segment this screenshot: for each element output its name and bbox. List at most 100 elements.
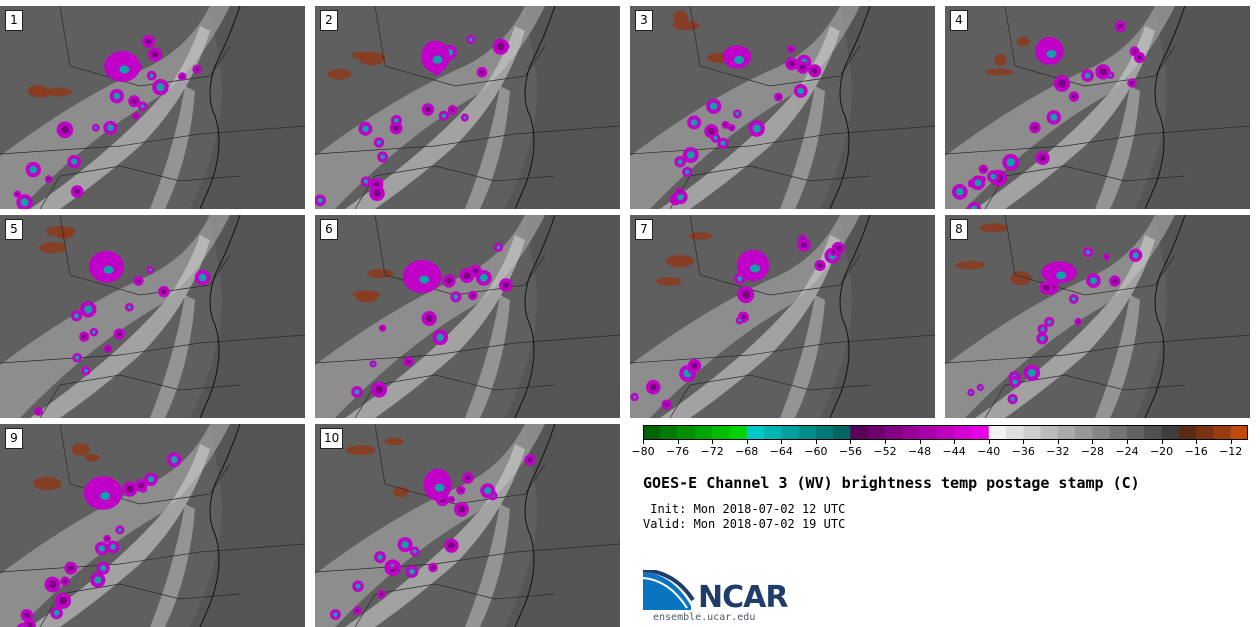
warm-patch xyxy=(1010,271,1032,286)
cell-core xyxy=(470,293,475,298)
member-panel-1: 1 xyxy=(0,6,305,209)
colorbar-bin xyxy=(694,425,713,440)
moisture-band xyxy=(945,6,1175,209)
state-border xyxy=(945,334,1250,364)
cell-core xyxy=(678,189,681,193)
cell-core xyxy=(48,580,57,589)
panel-label: 4 xyxy=(950,10,968,31)
wv-map xyxy=(945,215,1250,418)
state-border xyxy=(354,374,556,418)
panel-label: 5 xyxy=(5,219,23,240)
colorbar-tick-mark xyxy=(815,440,817,444)
cell-core xyxy=(16,192,19,196)
colorbar-tick-label: −64 xyxy=(769,445,793,458)
colorbar-bin xyxy=(729,425,748,440)
dry-air-zone xyxy=(1135,6,1250,209)
colorbar-tick-label: −48 xyxy=(907,445,932,458)
cell-core xyxy=(60,125,69,134)
colorbar-tick-mark xyxy=(1057,440,1059,444)
colorbar-tick-mark xyxy=(885,440,886,444)
moisture-band xyxy=(945,215,1175,418)
cell-core xyxy=(496,42,505,51)
colorbar-bin xyxy=(885,425,903,440)
cell-core xyxy=(393,118,399,123)
warm-patch xyxy=(39,242,67,254)
dry-air-zone xyxy=(190,215,305,418)
warm-patch xyxy=(655,277,682,286)
cell-core xyxy=(1040,327,1045,332)
wv-map xyxy=(0,424,305,627)
moisture-streak xyxy=(780,86,825,209)
cell-core xyxy=(649,383,657,391)
warm-patch xyxy=(979,223,1008,233)
colorbar-tick-label: −36 xyxy=(1011,445,1035,458)
cell-core xyxy=(450,498,453,501)
colorbar-tick-label: −12 xyxy=(1219,445,1243,458)
warm-patch xyxy=(29,88,51,98)
cell-core xyxy=(479,273,488,282)
member-panel-7: 7 xyxy=(630,215,935,418)
colorbar-bin xyxy=(712,425,730,440)
cell-core xyxy=(1039,335,1045,342)
coastline xyxy=(199,215,241,418)
warm-patch xyxy=(985,68,1013,76)
colorbar-tick-mark xyxy=(1196,440,1198,444)
state-border xyxy=(0,334,305,364)
warm-patch xyxy=(665,254,695,268)
cell-core xyxy=(677,193,684,201)
cell-core xyxy=(355,608,360,613)
panel-label: 6 xyxy=(320,219,338,240)
moisture-streak xyxy=(780,295,825,418)
cell-core xyxy=(831,249,836,254)
state-border xyxy=(374,424,546,505)
cell-core xyxy=(363,179,369,184)
cell-core xyxy=(110,544,117,550)
colorbar-tick-label: −72 xyxy=(700,445,724,458)
state-border xyxy=(669,374,871,418)
state-border xyxy=(59,424,231,505)
colorbar-tick-label: −80 xyxy=(631,445,655,458)
ensemble-url: ensemble.ucar.edu xyxy=(653,612,756,623)
state-border xyxy=(39,165,241,209)
wv-map xyxy=(945,6,1250,209)
wv-map xyxy=(630,6,935,209)
state-border xyxy=(630,334,935,364)
cell-core xyxy=(373,189,381,197)
cell-core xyxy=(100,565,107,572)
moisture-streak xyxy=(1095,86,1140,209)
state-border xyxy=(669,165,871,209)
state-border xyxy=(354,583,556,627)
cell-core xyxy=(469,37,473,42)
cell-core xyxy=(412,549,417,554)
state-border xyxy=(1004,6,1176,87)
coastline xyxy=(829,6,871,209)
wv-map xyxy=(315,6,620,209)
cell-core xyxy=(140,104,145,109)
ncar-logo-mark xyxy=(643,570,695,610)
cell-core xyxy=(113,92,121,100)
colorbar-bin xyxy=(1023,425,1042,440)
cell-core xyxy=(147,476,155,483)
storm-core xyxy=(434,483,445,492)
cell-core xyxy=(974,179,982,187)
colorbar-tick-label: −60 xyxy=(804,445,828,458)
colorbar-bin xyxy=(954,425,972,440)
cell-core xyxy=(1043,284,1050,291)
colorbar-tick-mark xyxy=(781,440,783,444)
cell-core xyxy=(708,127,715,135)
member-panel-6: 6 xyxy=(315,215,620,418)
colorbar-tick-label: −40 xyxy=(977,445,1001,458)
cell-core xyxy=(632,395,637,399)
storm-core xyxy=(432,55,443,64)
cell-core xyxy=(118,528,122,532)
colorbar-tick-mark xyxy=(1023,440,1025,444)
wv-map xyxy=(0,215,305,418)
cell-core xyxy=(81,334,87,339)
colorbar-bin xyxy=(988,425,1007,440)
coastline xyxy=(199,6,241,209)
panel-label: 9 xyxy=(5,428,23,449)
member-panel-5: 5 xyxy=(0,215,305,418)
cell-core xyxy=(741,290,750,299)
cell-core xyxy=(463,116,467,120)
cell-core xyxy=(107,124,114,132)
